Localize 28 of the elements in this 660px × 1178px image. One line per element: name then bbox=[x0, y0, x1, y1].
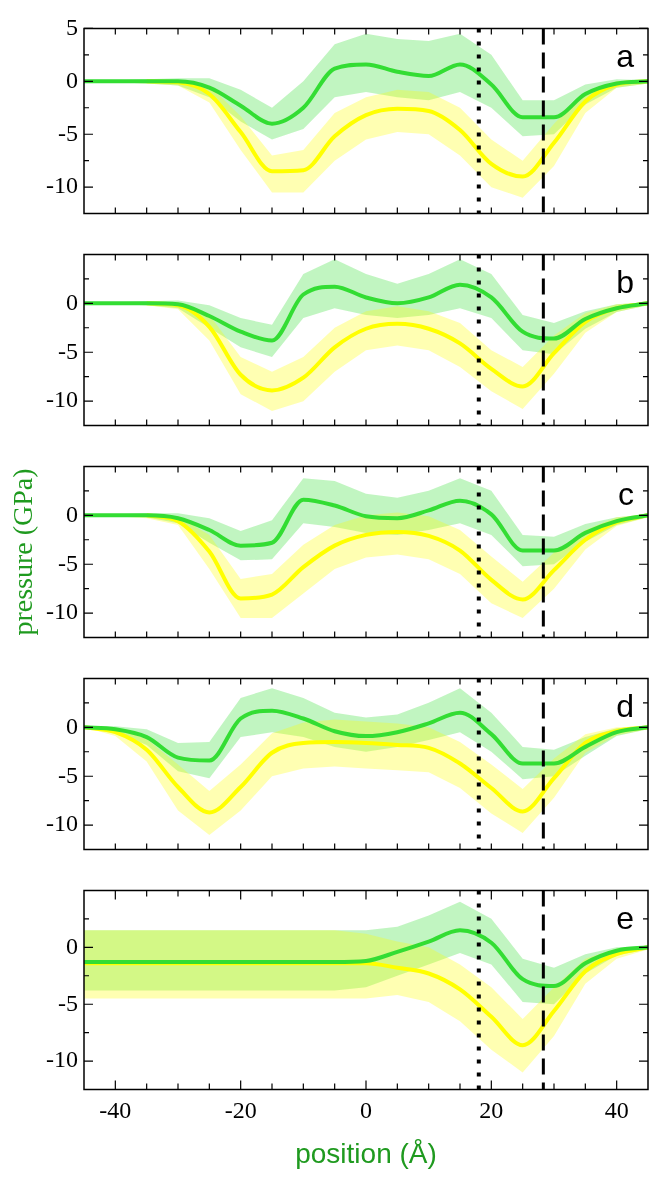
y-tick-label: 0 bbox=[66, 66, 78, 93]
annotation: c bbox=[618, 476, 634, 513]
y-tick-label: 0 bbox=[66, 500, 78, 527]
x-tick-label: 20 bbox=[479, 1097, 504, 1124]
x-axis-title: position (Å) bbox=[295, 1137, 437, 1169]
y-tick-label: 0 bbox=[66, 932, 78, 959]
y-tick-label: -10 bbox=[46, 1046, 78, 1073]
x-tick-label: -20 bbox=[224, 1097, 257, 1124]
y-tick-label: -10 bbox=[46, 172, 78, 199]
annotation: e bbox=[616, 900, 634, 937]
annotation: b bbox=[616, 264, 634, 301]
y-tick-label: -5 bbox=[58, 989, 78, 1016]
y-tick-label: 0 bbox=[66, 288, 78, 315]
y-tick-label: 5 bbox=[66, 13, 78, 40]
y-tick-label: -5 bbox=[58, 119, 78, 146]
annotation: d bbox=[616, 688, 634, 725]
x-tick-label: 0 bbox=[360, 1097, 372, 1124]
y-tick-label: -5 bbox=[58, 761, 78, 788]
x-tick-label: -40 bbox=[99, 1097, 132, 1124]
y-tick-label: 0 bbox=[66, 712, 78, 739]
annotation: a bbox=[616, 38, 635, 75]
y-tick-label: -10 bbox=[46, 386, 78, 413]
x-tick-label: 40 bbox=[604, 1097, 629, 1124]
y-tick-label: -10 bbox=[46, 810, 78, 837]
y-tick-label: -10 bbox=[46, 598, 78, 625]
y-tick-label: -5 bbox=[58, 337, 78, 364]
y-axis-title: pressure (GPa) bbox=[7, 468, 39, 636]
y-tick-label: -5 bbox=[58, 549, 78, 576]
